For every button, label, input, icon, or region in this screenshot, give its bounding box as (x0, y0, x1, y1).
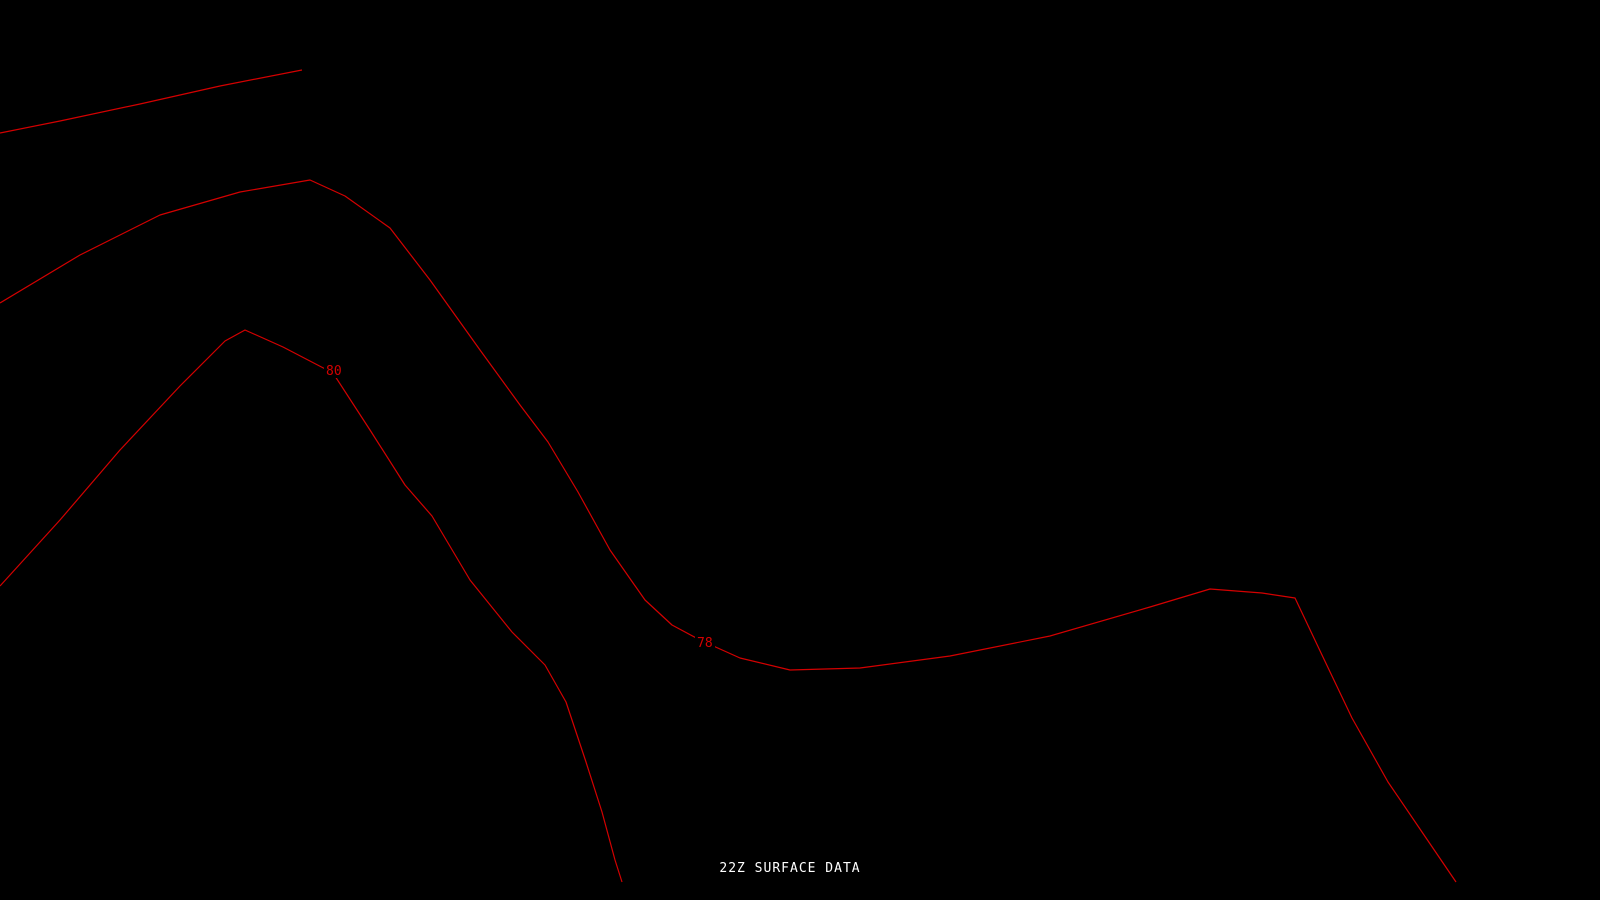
contour-label: 78 (697, 636, 713, 651)
contour-label-backing (324, 363, 344, 378)
map-title: 22Z SURFACE DATA (719, 861, 861, 876)
contour-label: 80 (326, 364, 342, 379)
contour-line (0, 179, 1457, 883)
contour-line (0, 329, 623, 883)
contour-line (0, 69, 303, 134)
contour-label-backing (695, 635, 715, 650)
